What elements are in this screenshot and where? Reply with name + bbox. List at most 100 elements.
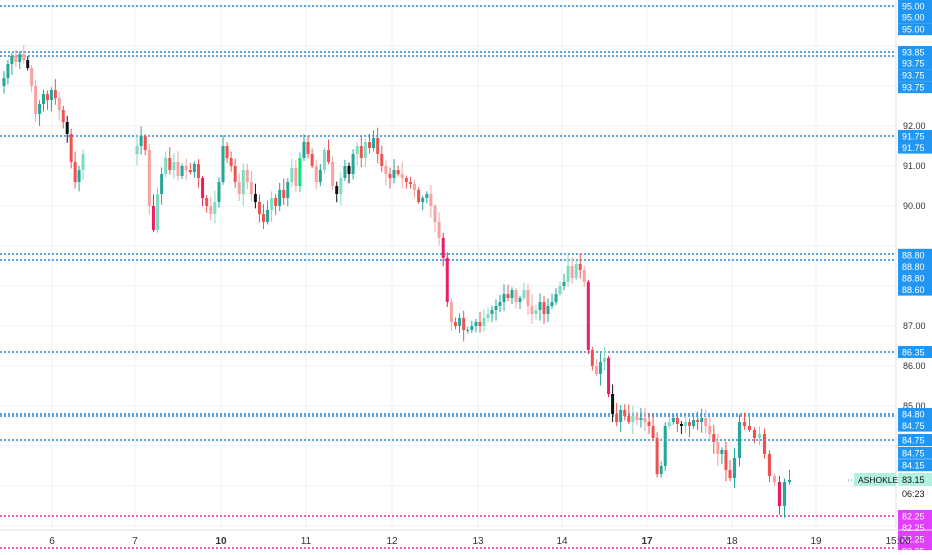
candle <box>347 162 351 184</box>
last-price-label: 83.15 <box>902 475 925 485</box>
candle-body <box>603 358 606 362</box>
candle <box>404 175 408 189</box>
candle-body <box>550 302 554 306</box>
candle <box>486 307 490 323</box>
candle <box>663 422 667 471</box>
price-badge: 84.80 <box>898 408 932 420</box>
price-badge-bg <box>898 23 932 36</box>
price-tick-label: 87.00 <box>903 321 926 331</box>
candle <box>18 51 22 69</box>
candle-body <box>286 182 290 198</box>
candle-body <box>623 410 627 416</box>
price-badge: 84.75 <box>898 446 932 459</box>
candle-body <box>445 258 449 302</box>
candle <box>494 299 498 321</box>
candle-body <box>742 422 747 426</box>
candle <box>502 284 506 311</box>
candle-body <box>359 146 363 158</box>
price-badge-label: 82.25 <box>902 535 925 545</box>
time-axis[interactable]: 6 7 10 11 12 13 14 17 18 19 15:00 <box>0 529 932 547</box>
price-badge: 82.25 <box>898 510 932 522</box>
price-badge-bg <box>898 419 932 432</box>
candle <box>160 167 164 205</box>
price-badge-bg <box>898 446 932 459</box>
candle <box>627 404 631 425</box>
candle-body <box>679 424 683 426</box>
candle-body <box>188 170 192 172</box>
candle <box>498 295 502 313</box>
candle-body <box>245 170 249 182</box>
price-badge-label: 82.25 <box>902 512 925 522</box>
candle <box>196 159 200 188</box>
candle-body <box>627 416 631 422</box>
price-badge-bg <box>898 248 932 261</box>
candle <box>590 346 594 371</box>
candle <box>298 152 302 193</box>
price-badge-label: 93.75 <box>902 59 925 69</box>
candle <box>278 182 282 212</box>
candle-body <box>274 198 278 206</box>
candle-body <box>143 136 147 150</box>
candle-body <box>700 418 704 422</box>
candle <box>359 136 363 168</box>
price-badge-label: 84.15 <box>902 461 925 471</box>
candle <box>708 416 712 440</box>
candle-body <box>659 466 663 474</box>
price-badge-label: 91.75 <box>902 143 925 153</box>
candle <box>647 413 651 434</box>
price-badge-label: 88.80 <box>902 274 925 284</box>
candle-body <box>462 318 466 330</box>
candle-body <box>282 190 286 198</box>
candle <box>205 194 209 213</box>
candle-body <box>582 270 586 282</box>
price-badges: 95.0095.0095.0093.8593.7593.7593.7591.75… <box>898 0 932 555</box>
candle-body <box>45 94 49 100</box>
candle <box>518 295 522 309</box>
candle <box>615 403 619 427</box>
price-badge-bg <box>898 81 932 94</box>
candle-body <box>413 184 417 190</box>
candle <box>42 89 45 112</box>
candle <box>530 294 534 324</box>
price-badge-bg <box>898 57 932 70</box>
candle-body <box>671 418 675 422</box>
candle-body <box>213 202 217 214</box>
candle <box>26 56 30 71</box>
candle <box>433 203 437 233</box>
price-badge: 88.80 <box>898 272 932 284</box>
candle <box>372 130 376 152</box>
candle-body <box>310 154 314 166</box>
candle <box>22 45 26 64</box>
price-badge-label: 91.75 <box>902 132 925 142</box>
candle <box>294 160 298 192</box>
candle <box>639 407 643 428</box>
candle-body <box>270 198 274 210</box>
candle-body <box>566 266 570 282</box>
candle <box>384 160 388 186</box>
candle-body <box>728 470 732 478</box>
candle-body <box>322 150 326 170</box>
candle <box>314 159 318 190</box>
candle-body <box>294 168 298 186</box>
price-badge: 95.00 <box>898 0 932 13</box>
candle <box>542 296 546 324</box>
candle-body <box>526 290 530 306</box>
price-badge-label: 93.85 <box>902 48 925 58</box>
candle <box>635 411 639 426</box>
candle <box>139 126 143 155</box>
price-badge: 84.75 <box>898 419 932 432</box>
price-badge-bg <box>898 510 932 522</box>
candle <box>671 414 675 425</box>
candle-body <box>417 190 421 202</box>
price-badge-label: 93.75 <box>902 83 925 93</box>
candle <box>574 260 578 281</box>
candle <box>611 384 615 422</box>
price-badge: 93.85 <box>898 46 932 58</box>
candle-body <box>156 194 160 230</box>
candle <box>221 135 225 185</box>
candle-body <box>498 302 502 306</box>
